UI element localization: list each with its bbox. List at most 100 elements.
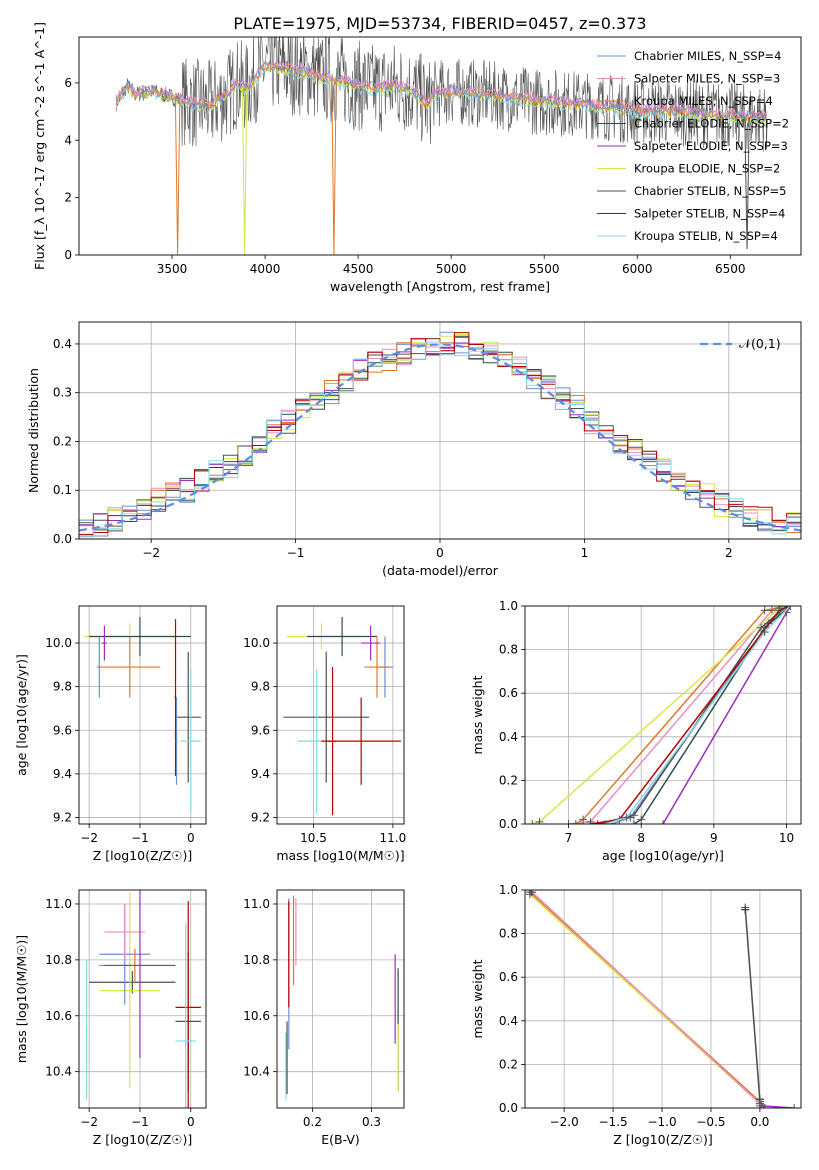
cumulative-marker <box>790 1104 799 1108</box>
y-axis-label: mass [log10(M/M☉)] <box>14 935 29 1063</box>
y-tick-label: 9.6 <box>251 723 270 737</box>
plot-area-spectrum <box>115 37 768 255</box>
spectrum-dip <box>331 79 337 255</box>
y-axis-label: age [log10(age/yr)] <box>14 654 29 776</box>
y-tick-label: 0.0 <box>499 1101 518 1115</box>
cumulative-marker <box>767 606 776 615</box>
x-axis-label: Z [log10(Z/Z☉)] <box>613 1132 713 1147</box>
axes-frame <box>78 36 802 256</box>
y-tick-label: 0.0 <box>499 817 518 831</box>
y-tick-label: 9.2 <box>53 810 72 824</box>
cumulative-marker <box>600 820 609 824</box>
cumulative-line <box>744 907 766 1108</box>
panel-age-vs-Z: −2 −1 0 9.2 9.4 9.6 9.8 10.0 Z [log10(Z/Z☉)] age … <box>14 605 207 863</box>
x-tick-label: 6000 <box>622 262 653 276</box>
y-tick-label: 0.6 <box>499 686 518 700</box>
x-axis-label: mass [log10(M/M☉)] <box>276 848 404 863</box>
axes-frame <box>276 889 405 1109</box>
panel-cumulative-age: 7 8 9 10 0.0 0.2 0.4 0.6 0.8 1.0 age [log10(age/yr… <box>470 599 802 863</box>
y-tick-label: 0.0 <box>53 532 72 546</box>
x-tick-label: 5000 <box>436 262 467 276</box>
y-tick-label: 0.4 <box>53 337 72 351</box>
residuals-legend: 𝒩(0,1) <box>700 336 781 351</box>
panel-cumulative-Z: −2.0 −1.5 −1.0 −0.5 0.0 0.0 0.2 0.4 0.6 0.8 1.0 Z [… <box>470 883 802 1147</box>
x-tick-label: 9 <box>710 831 718 845</box>
y-axis-label: Normed distribution <box>26 368 41 493</box>
x-tick-label: 0.0 <box>750 1115 769 1129</box>
y-tick-label: 10.4 <box>243 1065 270 1079</box>
cumulative-marker <box>564 820 573 824</box>
plot-area-age-vs-mass <box>283 616 401 816</box>
x-tick-label: 7 <box>565 831 573 845</box>
legend-label: Salpeter STELIB, N_SSP=4 <box>634 207 785 221</box>
y-tick-label: 10.0 <box>45 636 72 650</box>
x-tick-label: 2 <box>725 546 733 560</box>
panel-age-vs-mass: 10.5 11.0 9.2 9.4 9.6 9.8 10.0 mass [log10(M/M☉… <box>243 605 406 863</box>
cumulative-marker <box>528 820 537 824</box>
cumulative-marker <box>659 820 667 824</box>
x-tick-label: 0.3 <box>362 1115 381 1129</box>
x-tick-label: −1 <box>287 546 305 560</box>
plot-area-age-vs-Z <box>84 616 201 814</box>
y-tick-label: 4 <box>64 133 72 147</box>
cumulative-line <box>529 893 763 1108</box>
x-tick-label: 6500 <box>715 262 746 276</box>
figure-title: PLATE=1975, MJD=53734, FIBERID=0457, z=0… <box>233 14 646 33</box>
spectrum-dip <box>744 117 750 250</box>
plot-area-mass-vs-ebv <box>285 895 399 1100</box>
axes-frame <box>524 605 802 825</box>
axes-frame <box>78 605 207 825</box>
cumulative-marker <box>629 811 638 820</box>
y-tick-label: 0.6 <box>499 970 518 984</box>
axes-frame <box>78 321 802 540</box>
plot-area-cumulative-Z <box>525 890 799 1108</box>
y-tick-label: 10.0 <box>243 636 270 650</box>
y-tick-label: 10.6 <box>243 1009 270 1023</box>
cumulative-marker <box>775 606 784 615</box>
y-tick-label: 10.4 <box>45 1065 72 1079</box>
legend-label: 𝒩(0,1) <box>739 336 781 351</box>
cumulative-marker <box>535 817 544 824</box>
y-tick-label: 6 <box>64 76 72 90</box>
y-tick-label: 9.4 <box>53 767 72 781</box>
y-tick-label: 0.4 <box>499 730 518 744</box>
x-axis-label: age [log10(age/yr)] <box>602 848 724 863</box>
axes-frame <box>524 889 802 1109</box>
y-tick-label: 11.0 <box>45 897 72 911</box>
panel-mass-vs-ebv: 0.2 0.3 10.4 10.6 10.8 11.0 E(B-V) <box>243 889 405 1147</box>
y-tick-label: 10.8 <box>243 953 270 967</box>
cumulative-line <box>532 606 791 824</box>
y-tick-label: 2 <box>64 191 72 205</box>
panel-spectrum: 3500 4000 4500 5000 5500 6000 6500 0 2 4 6 waveleng… <box>32 22 802 294</box>
y-tick-label: 9.4 <box>251 767 270 781</box>
cumulative-line <box>633 606 791 824</box>
cumulative-marker <box>586 820 595 824</box>
x-tick-label: 4000 <box>250 262 281 276</box>
x-tick-label: 3500 <box>157 262 188 276</box>
legend-label: Kroupa ELODIE, N_SSP=2 <box>634 162 780 176</box>
cumulative-marker <box>786 606 795 610</box>
cumulative-marker <box>579 815 588 824</box>
legend-label: Kroupa STELIB, N_SSP=4 <box>634 229 778 243</box>
axes-frame <box>276 605 405 825</box>
cumulative-marker <box>760 628 769 637</box>
panel-residuals: −2 −1 0 1 2 0.0 0.1 0.2 0.3 0.4 (data-model)/error… <box>26 321 802 578</box>
x-tick-label: 0 <box>436 546 444 560</box>
axes-frame <box>78 889 207 1109</box>
y-tick-label: 9.6 <box>53 723 72 737</box>
cumulative-marker <box>571 820 580 824</box>
x-axis-label: Z [log10(Z/Z☉)] <box>93 1132 193 1147</box>
x-axis-label: Z [log10(Z/Z☉)] <box>93 848 193 863</box>
y-tick-label: 9.8 <box>251 680 270 694</box>
y-axis-label: Flux [f_λ 10^-17 erg cm^-2 s^-1 A^-1] <box>32 22 47 270</box>
cumulative-line <box>604 606 791 824</box>
x-tick-label: 8 <box>637 831 645 845</box>
cumulative-marker <box>593 820 602 824</box>
y-tick-label: 11.0 <box>243 897 270 911</box>
spectrum-data-line <box>115 37 768 152</box>
y-tick-label: 0.2 <box>499 773 518 787</box>
y-tick-label: 1.0 <box>499 883 518 897</box>
x-tick-label: −1 <box>131 831 149 845</box>
y-tick-label: 0 <box>64 248 72 262</box>
x-tick-label: −1.0 <box>647 1115 676 1129</box>
